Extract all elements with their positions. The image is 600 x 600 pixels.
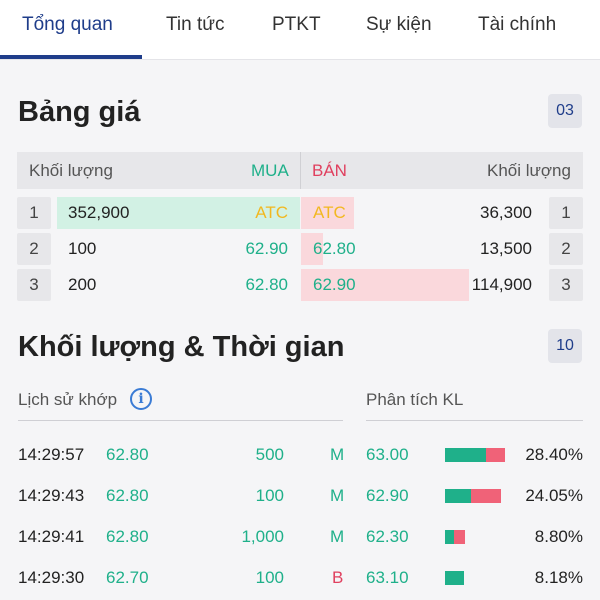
analysis-divider — [366, 420, 583, 421]
buy-volume-bar — [57, 197, 300, 229]
sell-volume-bar — [301, 269, 469, 301]
trade-time: 14:29:41 — [18, 527, 85, 546]
sell-volume-bar — [301, 233, 323, 265]
trade-side: M — [330, 445, 345, 464]
analysis-percent: 28.40% — [525, 445, 583, 464]
analysis-bar-sell — [454, 530, 465, 544]
buy-volume: 200 — [68, 275, 97, 294]
active-tab-indicator — [0, 55, 142, 59]
row-index-left: 3 — [17, 269, 51, 301]
buy-header: MUA — [251, 161, 289, 180]
trade-price: 62.70 — [106, 568, 149, 587]
analysis-price: 63.10 — [366, 568, 409, 587]
buy-price: 62.90 — [245, 239, 288, 258]
analysis-bar-sell — [471, 489, 501, 503]
sell-volume: 13,500 — [480, 239, 532, 258]
row-index-left: 2 — [17, 233, 51, 265]
row-index-right: 2 — [549, 233, 583, 265]
sell-price: 62.90 — [313, 275, 356, 294]
trade-time: 14:29:43 — [18, 486, 85, 505]
tab-tong-quan[interactable]: Tổng quan — [22, 14, 113, 35]
analysis-bar-buy — [445, 571, 464, 585]
volume-time-badge[interactable]: 10 — [548, 329, 582, 363]
trade-side: B — [332, 568, 344, 587]
analysis-percent: 8.80% — [534, 527, 583, 546]
row-index-right: 1 — [549, 197, 583, 229]
analysis-bar-buy — [445, 489, 471, 503]
analysis-bar-buy — [445, 448, 486, 462]
trade-volume: 1,000 — [241, 527, 284, 546]
sell-header: BÁN — [312, 161, 347, 180]
sell-price: 62.80 — [313, 239, 356, 258]
sell-volume: 114,900 — [471, 275, 532, 294]
trade-price: 62.80 — [106, 527, 149, 546]
buy-volume: 100 — [68, 239, 97, 258]
volume-time-title: Khối lượng & Thời gian — [18, 331, 345, 363]
buy-price: ATC — [255, 203, 288, 222]
match-history-label: Lịch sử khớp — [18, 390, 118, 409]
row-index-left: 1 — [17, 197, 51, 229]
tab-ptkt[interactable]: PTKT — [272, 14, 321, 35]
trade-time: 14:29:57 — [18, 445, 85, 464]
trade-price: 62.80 — [106, 486, 149, 505]
analysis-price: 62.90 — [366, 486, 409, 505]
price-board-title: Bảng giá — [18, 96, 141, 128]
analysis-percent: 8.18% — [534, 568, 583, 587]
sell-price: ATC — [313, 203, 346, 222]
price-board-divider — [300, 152, 301, 189]
trade-side: M — [330, 527, 345, 546]
analysis-percent: 24.05% — [525, 486, 583, 505]
trade-volume: 100 — [255, 486, 284, 505]
trade-price: 62.80 — [106, 445, 149, 464]
sell-volume-header: Khối lượng — [487, 161, 571, 180]
buy-price: 62.80 — [245, 275, 288, 294]
trade-time: 14:29:30 — [18, 568, 85, 587]
sell-volume-bar — [301, 197, 354, 229]
tab-tai-chinh[interactable]: Tài chính — [478, 14, 557, 35]
history-divider — [18, 420, 343, 421]
analysis-bar-sell — [486, 448, 505, 462]
volume-analysis-label: Phân tích KL — [366, 390, 464, 409]
analysis-bar-buy — [445, 530, 454, 544]
sell-volume: 36,300 — [480, 203, 532, 222]
analysis-price: 63.00 — [366, 445, 409, 464]
price-board-badge[interactable]: 03 — [548, 94, 582, 128]
tab-tin-tuc[interactable]: Tin tức — [166, 14, 225, 35]
top-tab-bar: Tổng quan Tin tức PTKT Sự kiện Tài chính — [0, 0, 600, 60]
trade-volume: 100 — [255, 568, 284, 587]
tab-su-kien[interactable]: Sự kiện — [366, 14, 432, 35]
analysis-price: 62.30 — [366, 527, 409, 546]
row-index-right: 3 — [549, 269, 583, 301]
trade-side: M — [330, 486, 345, 505]
trade-volume: 500 — [255, 445, 284, 464]
info-icon[interactable]: i — [130, 388, 152, 410]
buy-volume-header: Khối lượng — [29, 161, 113, 180]
buy-volume: 352,900 — [68, 203, 130, 222]
